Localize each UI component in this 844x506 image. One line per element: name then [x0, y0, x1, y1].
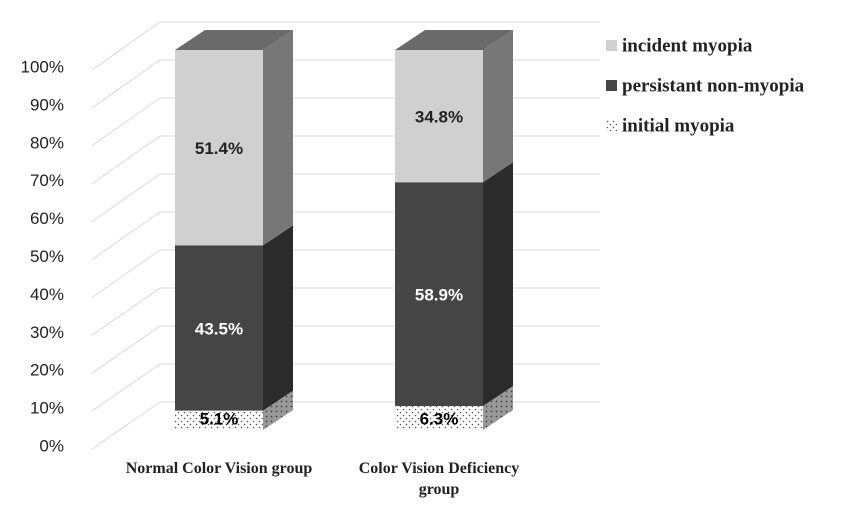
- y-tick-label: 50%: [30, 247, 64, 266]
- data-label: 43.5%: [195, 319, 243, 338]
- x-tick-label: Normal Color Vision group: [125, 460, 313, 477]
- grid-line-diagonal: [91, 97, 161, 147]
- bar-segment: [175, 245, 263, 411]
- bar-segment: [395, 182, 483, 407]
- y-tick-label: 40%: [30, 285, 64, 304]
- y-tick-label: 20%: [30, 361, 64, 380]
- data-label: 6.3%: [420, 409, 459, 428]
- bar-side: [483, 162, 513, 407]
- bar-side: [263, 390, 293, 430]
- bar-segment: [175, 410, 263, 430]
- data-label: 51.4%: [195, 139, 243, 158]
- bar-side: [483, 386, 513, 430]
- grid-line-diagonal: [91, 211, 161, 260]
- legend-label: initial myopia: [622, 115, 735, 136]
- grid-line-diagonal: [91, 287, 161, 336]
- grid-line-diagonal: [91, 249, 161, 298]
- y-tick-label: 70%: [30, 171, 64, 190]
- y-tick-label: 100%: [21, 57, 64, 76]
- data-label: 5.1%: [200, 409, 239, 428]
- grid-line-diagonal: [91, 21, 161, 71]
- bar-segment: [175, 50, 263, 246]
- data-label: 58.9%: [415, 286, 463, 305]
- legend-label: incident myopia: [622, 35, 753, 56]
- grid-line-diagonal: [91, 363, 161, 412]
- legend-swatch: [606, 120, 617, 131]
- bar-top: [175, 30, 293, 50]
- grid-line-diagonal: [91, 59, 161, 109]
- y-tick-label: 10%: [30, 399, 64, 418]
- data-label: 34.8%: [415, 108, 463, 127]
- x-tick-label: Color Vision Deficiency group: [358, 460, 520, 498]
- bar-top: [395, 30, 513, 50]
- bar-side: [263, 30, 293, 246]
- y-tick-label: 30%: [30, 323, 64, 342]
- bar-segment: [395, 406, 483, 430]
- legend-swatch: [606, 80, 617, 91]
- bar-side: [263, 225, 293, 411]
- grid-line-diagonal: [91, 173, 161, 223]
- bar-segment: [395, 50, 483, 183]
- bar-side: [483, 30, 513, 183]
- grid-line-diagonal: [91, 325, 161, 374]
- grid-line-diagonal: [91, 401, 161, 450]
- legend-label: persistant non-myopia: [622, 75, 805, 96]
- y-tick-label: 60%: [30, 209, 64, 228]
- y-tick-label: 90%: [30, 95, 64, 114]
- y-tick-label: 80%: [30, 133, 64, 152]
- grid-line-diagonal: [91, 135, 161, 185]
- legend-swatch: [606, 40, 617, 51]
- y-tick-label: 0%: [39, 436, 64, 455]
